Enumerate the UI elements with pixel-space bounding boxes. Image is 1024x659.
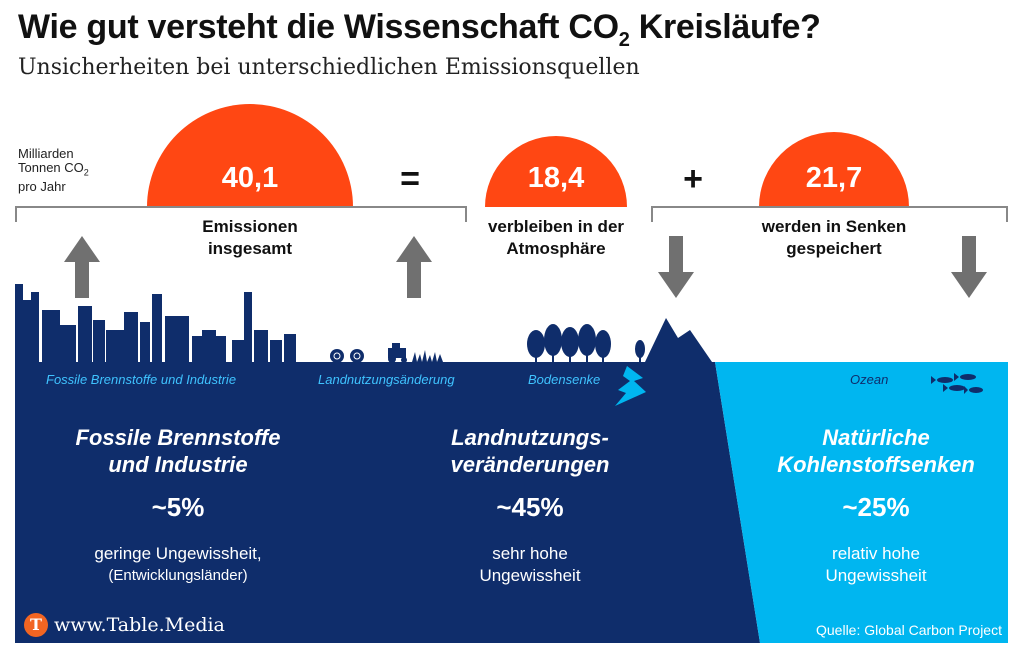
total-emissions-value: 40,1 (221, 162, 279, 194)
forest-icons (527, 324, 645, 362)
farm-icons (330, 343, 443, 363)
site-link[interactable]: www.Table.Media (54, 614, 225, 636)
total-emissions-label: Emissionen insgesamt (202, 217, 298, 258)
section-landuse-title: Landnutzungs-veränderungen (450, 425, 610, 477)
section-fossil-desc: geringe Ungewissheit, (Entwicklungsländer… (94, 544, 262, 584)
section-sinks-title: Natürliche Kohlenstoffsenken (777, 425, 975, 477)
down-arrow-icon (951, 236, 987, 298)
atmosphere-dome (485, 136, 627, 207)
up-arrow-icon (396, 236, 432, 298)
ocean-scene-label: Ozean (850, 372, 889, 387)
total-emissions-dome (147, 104, 353, 207)
sinks-dome (759, 132, 909, 207)
fish-icons (931, 373, 983, 394)
up-arrow-icon (64, 236, 100, 298)
mountain (645, 318, 712, 362)
source-label: Quelle: Global Carbon Project (816, 622, 1002, 638)
sinks-label: werden in Senken gespeichert (761, 217, 907, 258)
equals-sign: = (400, 160, 420, 198)
table-media-logo[interactable]: T www.Table.Media (24, 613, 225, 637)
sinks-value: 21,7 (805, 162, 863, 194)
land-area (15, 362, 760, 643)
section-fossil-title: Fossile Brennstoffe und Industrie (75, 425, 281, 477)
section-sinks-percent: ~25% (842, 492, 910, 522)
logo-icon: T (24, 613, 48, 637)
atmosphere-label: verbleiben in der Atmosphäre (487, 217, 625, 258)
section-landuse-percent: ~45% (496, 492, 564, 522)
page-subtitle: Unsicherheiten bei unterschiedlichen Emi… (18, 55, 640, 80)
section-fossil-percent: ~5% (151, 492, 205, 522)
unit-label: Milliarden Tonnen CO2 pro Jahr (18, 146, 89, 194)
factory-skyline (15, 284, 296, 364)
fossil-scene-label: Fossile Brennstoffe und Industrie (46, 372, 237, 387)
section-sinks-desc: relativ hohe Ungewissheit (825, 544, 927, 585)
ocean-area (715, 362, 1008, 643)
sinks-bracket (651, 206, 1008, 222)
total-bracket (15, 206, 467, 222)
lightning-icon (615, 366, 646, 406)
down-arrow-icon (658, 236, 694, 298)
atmosphere-value: 18,4 (527, 162, 585, 194)
section-landuse-desc: sehr hohe Ungewissheit (479, 544, 581, 585)
page-title: Wie gut versteht die Wissenschaft CO2 Kr… (18, 8, 821, 51)
soil-scene-label: Bodensenke (528, 372, 601, 387)
plus-sign: + (683, 160, 703, 198)
landuse-scene-label: Landnutzungsänderung (318, 372, 455, 387)
